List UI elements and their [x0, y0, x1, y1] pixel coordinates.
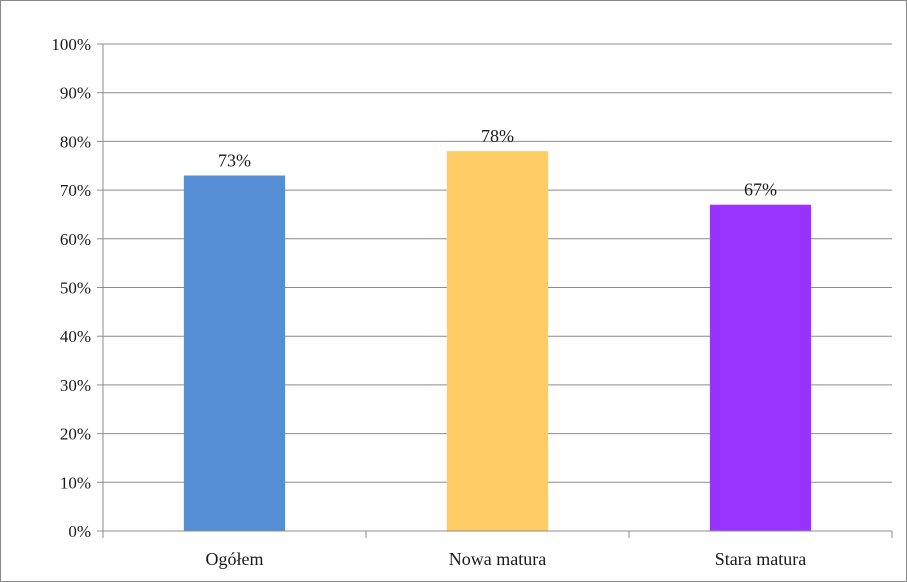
y-tick-label: 50% [60, 279, 91, 298]
y-tick-label: 100% [51, 35, 91, 54]
y-tick-label: 20% [60, 425, 91, 444]
y-tick-label: 30% [60, 376, 91, 395]
y-tick-label: 80% [60, 132, 91, 151]
x-category-label: Nowa matura [449, 549, 546, 569]
x-category-label: Ogółem [206, 549, 264, 569]
data-label: 78% [481, 126, 514, 146]
y-tick-label: 0% [68, 522, 91, 541]
y-tick-label: 40% [60, 327, 91, 346]
x-category-labels: Ogółem Nowa matura Stara matura [206, 549, 807, 569]
data-label: 67% [744, 180, 777, 200]
bars [183, 151, 812, 532]
data-label: 73% [218, 150, 251, 170]
y-tick-label: 60% [60, 230, 91, 249]
x-category-label: Stara matura [715, 549, 806, 569]
axes [97, 43, 893, 538]
data-labels: 73% 78% 67% [218, 126, 777, 200]
bar [183, 175, 286, 532]
y-tick-label: 70% [60, 181, 91, 200]
y-tick-label: 10% [60, 473, 91, 492]
bar [709, 204, 812, 531]
y-tick-label: 90% [60, 84, 91, 103]
y-tick-labels: 0% 10% 20% 30% 40% 50% 60% 70% 80% 90% 100% [51, 35, 91, 541]
bar [446, 151, 549, 531]
